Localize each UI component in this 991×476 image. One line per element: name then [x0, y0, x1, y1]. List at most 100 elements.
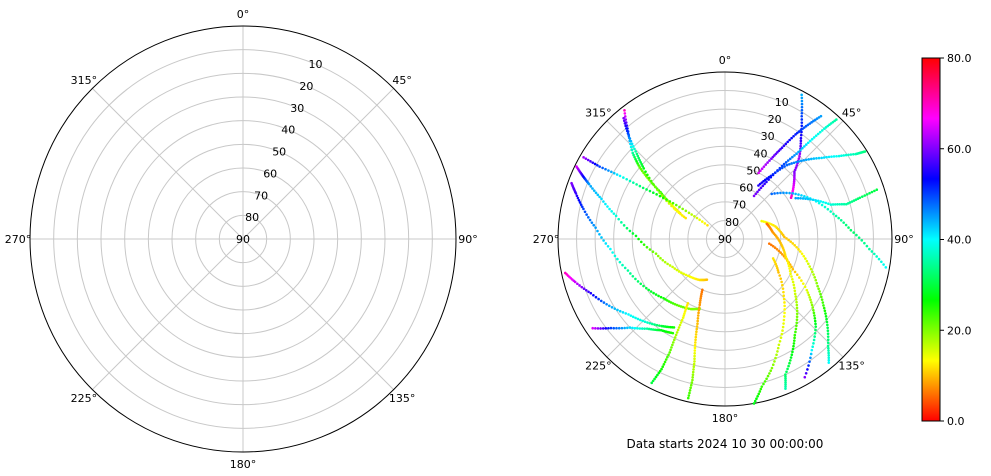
satellite-point	[781, 283, 784, 287]
satellite-point	[791, 192, 794, 195]
satellite-point	[793, 154, 796, 157]
satellite-point	[782, 162, 786, 166]
satellite-point	[827, 202, 830, 205]
satellite-point	[784, 255, 787, 258]
satellite-point	[697, 311, 700, 315]
satellite-point	[795, 164, 799, 167]
satellite-point	[821, 200, 825, 204]
satellite-point	[870, 250, 874, 253]
satellite-point	[693, 343, 697, 347]
theta-tick-label: 0°	[719, 54, 732, 67]
satellite-point	[592, 293, 595, 297]
satellite-point	[698, 303, 702, 307]
satellite-point	[826, 323, 829, 327]
satellite-point	[808, 360, 811, 363]
satellite-point	[628, 229, 632, 233]
satellite-point	[660, 367, 663, 371]
satellite-point	[592, 189, 596, 192]
satellite-point	[813, 331, 817, 335]
theta-tick-label: 270°	[5, 233, 32, 246]
satellite-point	[589, 160, 592, 163]
satellite-point	[805, 288, 809, 292]
satellite-point	[860, 239, 864, 242]
satellite-point	[808, 296, 811, 299]
satellite-point	[810, 121, 813, 124]
satellite-point	[695, 216, 699, 220]
r-tick-label: 60	[263, 167, 277, 180]
satellite-point	[662, 363, 666, 366]
satellite-point	[681, 305, 685, 309]
satellite-point	[677, 326, 681, 329]
satellite-point	[589, 291, 593, 295]
satellite-point	[826, 335, 830, 338]
satellite-point	[756, 190, 759, 194]
satellite-point	[808, 122, 812, 125]
satellite-point	[598, 233, 601, 236]
satellite-point	[806, 368, 809, 371]
satellite-point	[813, 316, 817, 320]
satellite-point	[798, 152, 802, 156]
satellite-point	[799, 148, 802, 152]
satellite-point	[610, 210, 613, 213]
theta-tick-label: 315°	[71, 74, 98, 87]
satellite-point	[623, 122, 627, 125]
satellite-point	[790, 353, 794, 357]
satellite-point	[789, 272, 792, 276]
satellite-point	[653, 377, 656, 381]
satellite-point	[609, 326, 613, 330]
satellite-point	[786, 140, 789, 144]
satellite-point	[642, 284, 645, 288]
satellite-point	[646, 321, 649, 324]
satellite-point	[699, 294, 703, 298]
satellite-point	[820, 203, 824, 207]
satellite-point	[602, 239, 605, 242]
satellite-point	[788, 191, 791, 195]
satellite-point	[680, 318, 684, 322]
satellite-point	[784, 161, 788, 164]
satellite-point	[810, 303, 814, 307]
satellite-point	[795, 324, 798, 328]
satellite-point	[679, 321, 683, 324]
satellite-point	[827, 356, 831, 360]
satellite-point	[760, 167, 764, 170]
satellite-point	[877, 257, 881, 261]
satellite-point	[648, 321, 652, 325]
satellite-point	[639, 161, 642, 164]
satellite-point	[784, 379, 787, 382]
satellite-point	[804, 124, 808, 128]
satellite-point	[640, 163, 643, 166]
satellite-point	[837, 154, 841, 158]
satellite-point	[882, 263, 885, 266]
satellite-point	[829, 210, 832, 213]
satellite-point	[693, 351, 696, 355]
satellite-point	[790, 265, 793, 269]
satellite-point	[687, 307, 691, 310]
satellite-point	[652, 191, 655, 194]
satellite-point	[668, 264, 672, 267]
satellite-point	[612, 212, 616, 215]
satellite-point	[795, 160, 798, 164]
satellite-point	[850, 200, 854, 203]
satellite-point	[638, 184, 642, 188]
satellite-point	[790, 162, 793, 165]
satellite-point	[670, 204, 673, 208]
satellite-point	[825, 317, 828, 321]
satellite-point	[634, 234, 638, 238]
satellite-point	[653, 328, 657, 332]
r-tick-label: 20	[299, 80, 313, 93]
satellite-point	[849, 153, 853, 156]
satellite-point	[672, 326, 676, 329]
satellite-point	[844, 153, 848, 157]
satellite-point	[809, 198, 812, 201]
satellite-point	[800, 124, 804, 128]
satellite-point	[802, 126, 806, 129]
satellite-point	[659, 295, 663, 299]
satellite-point	[636, 327, 639, 330]
satellite-point	[672, 341, 675, 344]
satellite-point	[807, 158, 811, 161]
satellite-point	[808, 265, 812, 268]
satellite-point	[633, 155, 636, 159]
satellite-point	[654, 375, 658, 379]
satellite-point	[686, 396, 690, 400]
satellite-point	[637, 164, 640, 167]
